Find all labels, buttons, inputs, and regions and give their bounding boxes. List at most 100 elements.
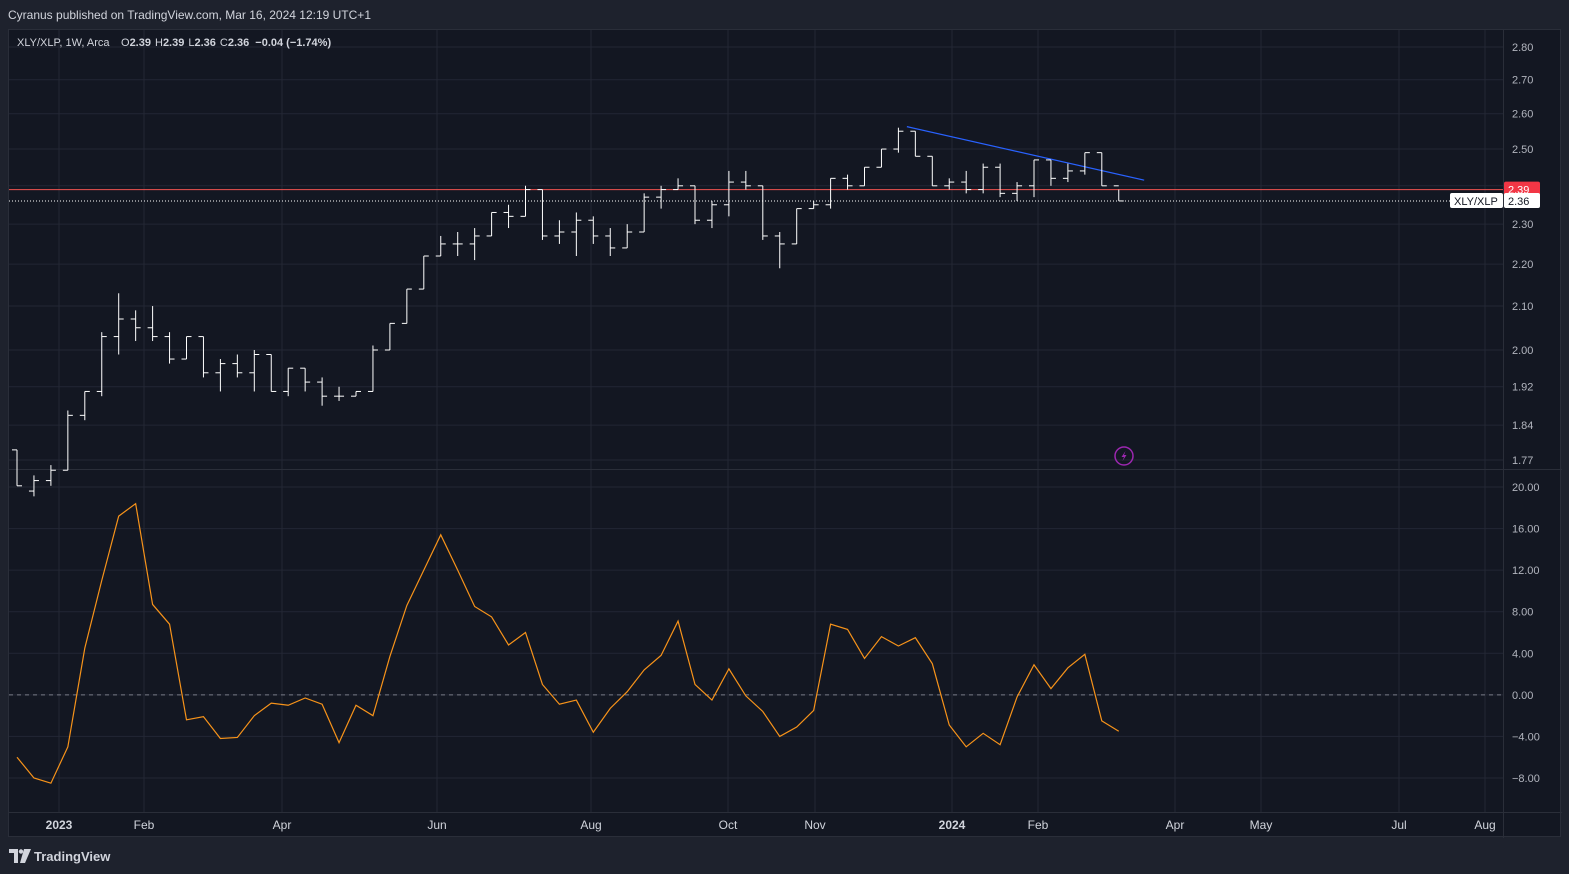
ohlc-bar bbox=[1062, 163, 1073, 183]
footer-brand-label: TradingView bbox=[34, 848, 111, 864]
legend-open-value: 2.39 bbox=[130, 37, 151, 49]
ohlc-bar bbox=[62, 410, 73, 471]
ohlc-bar bbox=[605, 228, 616, 257]
ohlc-bar bbox=[367, 345, 378, 392]
ohlc-bar bbox=[893, 127, 904, 153]
chart-panel[interactable]: 2.802.702.602.502.402.302.202.102.001.92… bbox=[8, 29, 1562, 838]
ohlc-bar bbox=[706, 200, 717, 229]
ohlc-bar bbox=[130, 310, 141, 342]
time-axis[interactable]: 2023 Feb Apr Jun Aug Oct Nov 2024 Feb Apr May Jul Au… bbox=[46, 818, 1496, 832]
oscillator-tick-label: 16.00 bbox=[1512, 524, 1540, 536]
ohlc-bar bbox=[418, 255, 429, 290]
ohlc-bar bbox=[656, 185, 667, 209]
ohlc-bar bbox=[503, 204, 514, 229]
ohlc-bar bbox=[571, 212, 582, 257]
ohlc-bar bbox=[96, 332, 107, 397]
ohlc-bar bbox=[45, 465, 56, 486]
ohlc-bar bbox=[1079, 152, 1090, 175]
price-tick-label: 1.77 bbox=[1512, 455, 1533, 467]
price-tick-label: 2.70 bbox=[1512, 75, 1533, 87]
time-tick-label: Aug bbox=[580, 818, 601, 832]
last-price-tag: 2.36 bbox=[1504, 192, 1540, 208]
oscillator-tick-label: −4.00 bbox=[1512, 731, 1540, 743]
resistance-tag-bg bbox=[1504, 181, 1540, 197]
time-tick-label: Jul bbox=[1391, 818, 1406, 832]
legend-low-value: 2.36 bbox=[194, 37, 215, 49]
legend-open-label: O bbox=[121, 37, 130, 49]
ohlc-bar bbox=[740, 170, 751, 190]
time-tick-label: 2024 bbox=[939, 818, 966, 832]
ohlc-bar bbox=[757, 185, 768, 240]
ohlc-bar bbox=[486, 211, 497, 237]
ohlc-bar bbox=[961, 170, 972, 194]
ohlc-bar bbox=[469, 228, 480, 261]
ohlc-bar bbox=[1012, 182, 1023, 201]
alert-icon[interactable] bbox=[1114, 446, 1134, 466]
ohlc-bar bbox=[12, 449, 22, 487]
ohlc-bar bbox=[435, 235, 446, 257]
ohlc-bar bbox=[79, 390, 90, 421]
oscillator-tick-label: 12.00 bbox=[1512, 565, 1540, 577]
oscillator-tick-label: 4.00 bbox=[1512, 648, 1533, 660]
oscillator-tick-label: 0.00 bbox=[1512, 690, 1533, 702]
ohlc-bar bbox=[147, 306, 158, 342]
time-tick-label: Oct bbox=[719, 818, 738, 832]
ohlc-bar bbox=[351, 390, 361, 397]
chart-svg[interactable]: 2.802.702.602.502.402.302.202.102.001.92… bbox=[9, 30, 1562, 838]
ohlc-bar bbox=[1096, 152, 1107, 187]
time-tick-label: Apr bbox=[1166, 818, 1185, 832]
legend-close-label: C bbox=[220, 37, 228, 49]
oscillator-tick-label: −8.00 bbox=[1512, 773, 1540, 785]
trendline bbox=[906, 126, 1145, 181]
ohlc-bar bbox=[537, 189, 548, 240]
ohlc-bar bbox=[249, 349, 260, 392]
legend-symbol[interactable]: XLY/XLP, 1W, Arca bbox=[17, 37, 110, 49]
ohlc-bar bbox=[283, 367, 294, 397]
ohlc-bar bbox=[690, 185, 700, 225]
ohlc-bar bbox=[198, 336, 209, 378]
ohlc-bar bbox=[978, 163, 989, 194]
ohlc-bar bbox=[300, 367, 311, 392]
time-tick-label: Jun bbox=[427, 818, 446, 832]
ohlc-bar bbox=[113, 293, 124, 355]
oscillator-axis[interactable]: 20.00 16.00 12.00 8.00 4.00 0.00 −4.00 −8.00 bbox=[1512, 482, 1540, 785]
symbol-tag-bg bbox=[1450, 192, 1503, 208]
legend: XLY/XLP, 1W, Arca O2.39 H2.39 L2.36 C2.36 −0… bbox=[17, 37, 331, 49]
legend-low-label: L bbox=[188, 37, 194, 49]
oscillator-tick-label: 20.00 bbox=[1512, 482, 1540, 494]
price-tick-label: 2.30 bbox=[1512, 219, 1533, 231]
time-tick-label: May bbox=[1250, 818, 1273, 832]
ohlc-bar bbox=[164, 332, 175, 364]
ohlc-bar bbox=[520, 185, 531, 217]
legend-high-label: H bbox=[155, 37, 163, 49]
ohlc-bar bbox=[384, 322, 395, 351]
ohlc-bar bbox=[181, 336, 192, 360]
price-tick-label: 2.00 bbox=[1512, 345, 1533, 357]
ohlc-bar bbox=[334, 386, 345, 401]
price-tick-label: 2.20 bbox=[1512, 259, 1533, 271]
ohlc-bar bbox=[317, 377, 328, 406]
price-tick-label: 2.50 bbox=[1512, 144, 1533, 156]
ohlc-bar bbox=[995, 163, 1006, 198]
ohlc-bar bbox=[859, 166, 870, 187]
price-tick-label: 2.80 bbox=[1512, 42, 1533, 54]
ohlc-bar bbox=[215, 359, 226, 392]
footer-brand[interactable]: TradingView bbox=[9, 846, 110, 866]
oscillator-tick-label: 8.00 bbox=[1512, 607, 1533, 619]
oscillator-pane bbox=[9, 502, 1503, 784]
ohlc-bar bbox=[266, 354, 277, 392]
price-axis[interactable]: 2.802.702.602.502.402.302.202.102.001.92… bbox=[1512, 42, 1533, 467]
ohlc-bar bbox=[673, 178, 684, 191]
drawings bbox=[9, 126, 1503, 202]
ohlc-bar bbox=[554, 220, 565, 244]
symbol-tag-label: XLY/XLP bbox=[1454, 196, 1498, 208]
time-tick-label: Nov bbox=[804, 818, 825, 832]
time-tick-label: Aug bbox=[1474, 818, 1495, 832]
ohlc-bar bbox=[232, 354, 243, 378]
price-tick-label: 1.84 bbox=[1512, 420, 1533, 432]
ohlc-bar bbox=[944, 178, 955, 190]
legend-high-value: 2.39 bbox=[163, 37, 184, 49]
ohlc-bar bbox=[1045, 159, 1056, 186]
